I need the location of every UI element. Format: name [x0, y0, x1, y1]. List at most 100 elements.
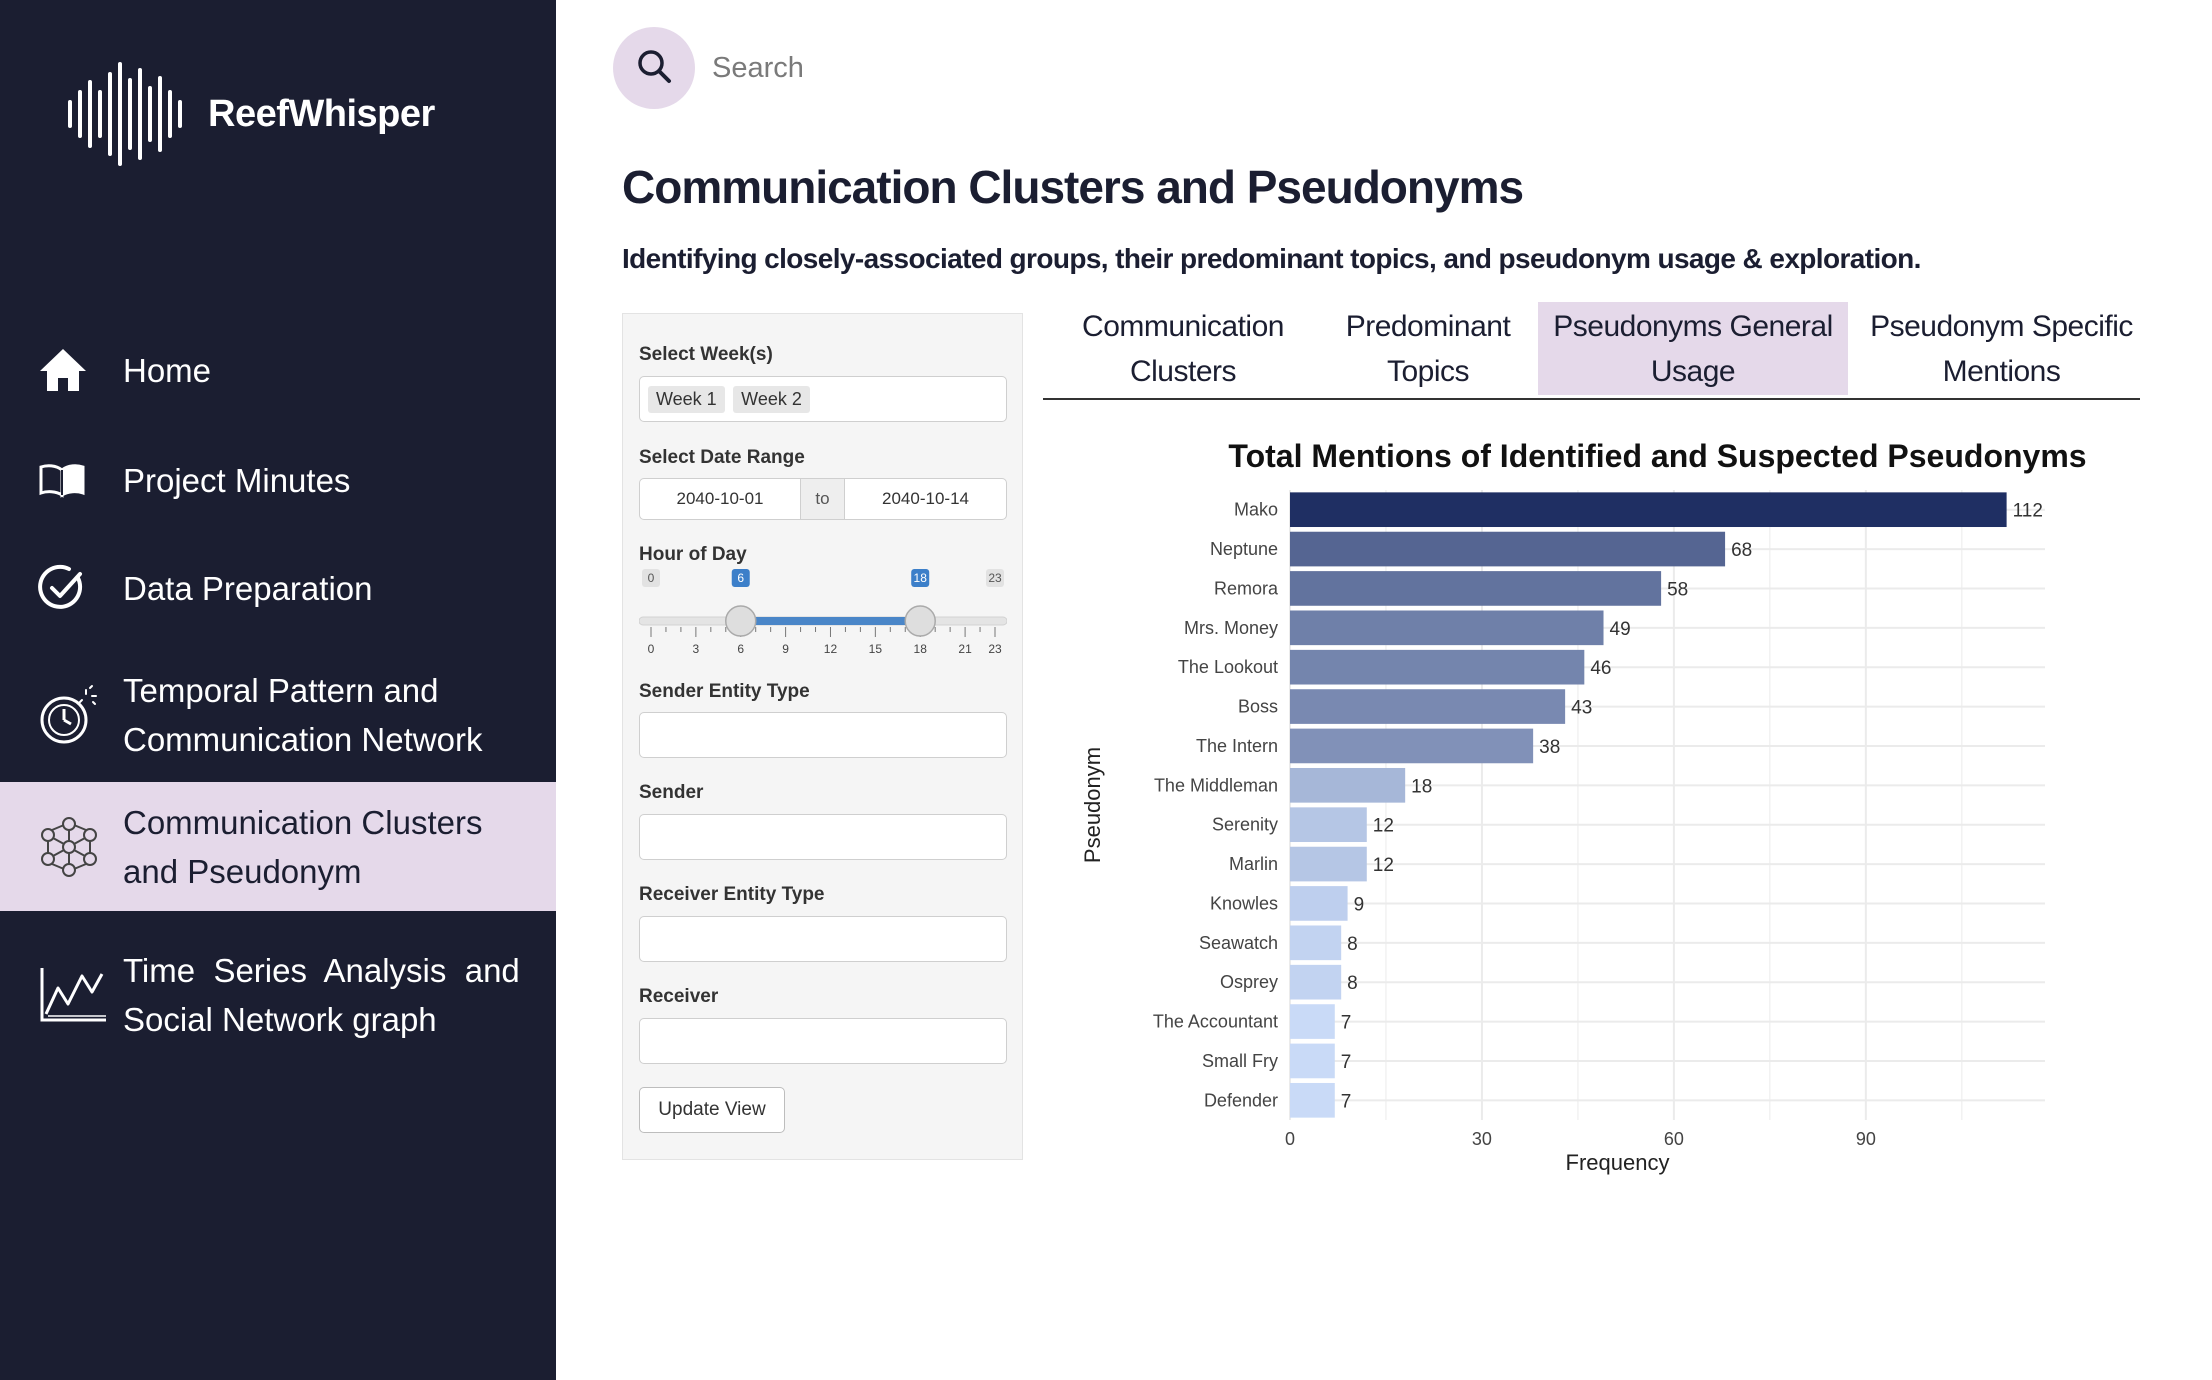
search-input[interactable] — [712, 42, 1312, 94]
bar-remora — [1290, 571, 1662, 606]
slider-handle-to — [904, 605, 936, 637]
category-tick-label: Knowles — [1210, 893, 1278, 913]
home-icon — [38, 347, 112, 393]
page-title: Communication Clusters and Pseudonyms — [622, 161, 1524, 213]
category-tick-label: Serenity — [1212, 815, 1278, 835]
data-label: 68 — [1731, 540, 1752, 561]
date-start-input[interactable]: 2040-10-01 — [639, 478, 801, 520]
date-separator: to — [801, 478, 844, 520]
nav-item-data-preparation[interactable]: Data Preparation — [0, 558, 556, 618]
category-tick-label: The Intern — [1196, 736, 1278, 756]
data-label: 12 — [1373, 816, 1394, 837]
x-axis-label: Frequency — [1566, 1150, 1670, 1175]
book-icon — [38, 462, 112, 498]
week-select[interactable]: Week 1 Week 2 — [639, 376, 1007, 422]
slider-range — [740, 617, 921, 625]
sender-select[interactable] — [639, 814, 1007, 860]
receiver-select[interactable] — [639, 1018, 1007, 1064]
data-label: 12 — [1373, 855, 1394, 876]
check-circle-icon — [38, 564, 112, 612]
nav-label: Communication Clusters and Pseudonym — [123, 803, 483, 890]
bar-the-middleman — [1290, 767, 1406, 803]
nav-label: Project Minutes — [123, 461, 351, 499]
date-end-input[interactable]: 2040-10-14 — [844, 478, 1007, 520]
category-tick-label: Osprey — [1220, 972, 1278, 992]
x-tick-label: 30 — [1472, 1129, 1492, 1149]
slider-tick-label: 18 — [914, 642, 928, 656]
bar-the-intern — [1290, 728, 1534, 764]
date-range-label: Select Date Range — [639, 447, 805, 468]
hour-slider[interactable]: 0 23 6 18 0 3 6 9 12 15 18 21 23 — [638, 569, 1008, 659]
hour-label: Hour of Day — [639, 544, 747, 565]
bar-the-accountant — [1290, 1004, 1335, 1039]
week-chip[interactable]: Week 2 — [733, 386, 810, 413]
bar-knowles — [1290, 886, 1348, 921]
slider-handle-from — [724, 605, 757, 637]
nav-label: Time Series Analysis and Social Network … — [123, 951, 520, 1038]
x-tick-label: 60 — [1664, 1129, 1684, 1149]
bar-mako — [1290, 492, 2007, 528]
network-icon — [38, 816, 112, 878]
bar-osprey — [1290, 964, 1342, 1000]
bar-neptune — [1290, 531, 1726, 567]
slider-from-badge-bg — [731, 569, 750, 587]
soundwave-logo-icon — [66, 62, 186, 166]
tab-communication-clusters[interactable]: Communication Clusters — [1082, 309, 1284, 388]
nav-item-home[interactable]: Home — [0, 340, 556, 400]
update-view-button[interactable]: Update View — [639, 1087, 785, 1133]
receiver-label: Receiver — [639, 986, 719, 1007]
slider-min-badge-bg — [642, 569, 660, 587]
receiver-type-select[interactable] — [639, 916, 1007, 962]
category-tick-label: The Lookout — [1178, 657, 1278, 677]
slider-max-badge-bg — [986, 569, 1004, 587]
slider-to-badge-bg — [911, 569, 930, 587]
bar-defender — [1290, 1082, 1335, 1118]
category-tick-label: Marlin — [1229, 854, 1278, 874]
slider-tick-label: 12 — [824, 642, 838, 656]
tab-bar: Communication Clusters Predominant Topics … — [1043, 300, 2140, 400]
data-label: 7 — [1341, 1091, 1352, 1112]
date-range: 2040-10-01 to 2040-10-14 — [639, 478, 1007, 520]
chart-title: Total Mentions of Identified and Suspect… — [1228, 438, 2086, 474]
data-label: 43 — [1571, 698, 1592, 719]
tab-pseudonyms-general-usage[interactable]: Pseudonyms General Usage — [1538, 302, 1848, 395]
filter-panel: Select Week(s) Week 1 Week 2 Select Date… — [622, 313, 1023, 1160]
nav-label: Data Preparation — [123, 569, 373, 607]
bar-small-fry — [1290, 1043, 1335, 1079]
tab-pseudonym-specific-mentions[interactable]: Pseudonym Specific Mentions — [1870, 309, 2133, 388]
app-logo[interactable]: ReefWhisper — [66, 62, 435, 166]
slider-tick-label: 15 — [869, 642, 883, 656]
timer-icon — [38, 684, 112, 746]
search-button[interactable] — [613, 27, 695, 109]
bar-mrs-money — [1290, 610, 1604, 646]
search-icon — [636, 48, 672, 89]
data-label: 9 — [1354, 894, 1365, 915]
slider-tick-label: 6 — [737, 642, 744, 656]
week-label: Select Week(s) — [639, 344, 773, 365]
nav-label: Temporal Pattern and Communication Netwo… — [123, 671, 483, 758]
category-tick-label: The Accountant — [1153, 1012, 1278, 1032]
x-tick-label: 0 — [1285, 1129, 1295, 1149]
nav-item-temporal-pattern[interactable]: Temporal Pattern and Communication Netwo… — [0, 662, 556, 767]
data-label: 7 — [1341, 1052, 1352, 1073]
category-tick-label: Defender — [1204, 1090, 1278, 1110]
bar-marlin — [1290, 846, 1367, 882]
data-label: 8 — [1347, 973, 1358, 994]
page-subtitle: Identifying closely-associated groups, t… — [622, 243, 1921, 274]
bar-serenity — [1290, 807, 1367, 843]
line-chart-icon — [38, 966, 112, 1024]
nav-item-project-minutes[interactable]: Project Minutes — [0, 450, 556, 510]
tab-predominant-topics[interactable]: Predominant Topics — [1345, 309, 1511, 388]
data-label: 38 — [1539, 737, 1560, 758]
sender-type-select[interactable] — [639, 712, 1007, 758]
category-tick-label: Mrs. Money — [1184, 618, 1278, 638]
slider-to-badge: 18 — [914, 571, 928, 585]
category-tick-label: Neptune — [1210, 539, 1278, 559]
nav-item-time-series[interactable]: Time Series Analysis and Social Network … — [0, 942, 556, 1047]
week-chip[interactable]: Week 1 — [648, 386, 725, 413]
data-label: 46 — [1590, 658, 1611, 679]
slider-from-badge: 6 — [737, 571, 744, 585]
category-tick-label: Boss — [1238, 697, 1278, 717]
app-name: ReefWhisper — [208, 92, 435, 135]
nav-item-communication-clusters[interactable]: Communication Clusters and Pseudonym — [0, 782, 556, 911]
